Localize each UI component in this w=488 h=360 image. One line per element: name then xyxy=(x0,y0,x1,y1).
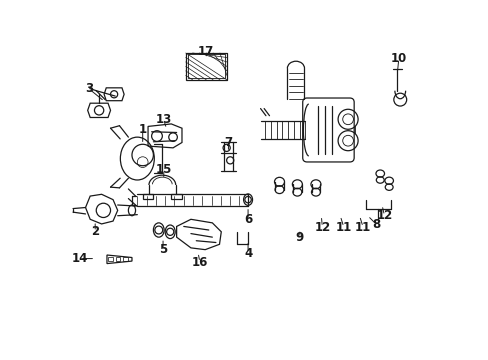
Text: 12: 12 xyxy=(376,209,392,222)
Text: 1: 1 xyxy=(138,123,146,136)
Text: 14: 14 xyxy=(72,252,88,265)
Text: 3: 3 xyxy=(85,82,93,95)
Text: 11: 11 xyxy=(335,221,351,234)
Text: 4: 4 xyxy=(244,247,252,260)
Bar xyxy=(115,257,120,261)
Text: 16: 16 xyxy=(191,256,207,269)
Text: 2: 2 xyxy=(91,225,99,238)
Bar xyxy=(108,257,112,261)
Text: 8: 8 xyxy=(372,218,380,231)
Text: 5: 5 xyxy=(159,243,167,256)
Bar xyxy=(187,54,224,78)
Text: 11: 11 xyxy=(354,221,370,234)
Text: 10: 10 xyxy=(390,52,406,65)
Text: 17: 17 xyxy=(198,45,214,58)
Bar xyxy=(123,257,127,261)
Bar xyxy=(185,53,226,80)
Text: 6: 6 xyxy=(244,213,252,226)
Text: 15: 15 xyxy=(155,163,172,176)
Text: 13: 13 xyxy=(155,113,172,126)
Text: 12: 12 xyxy=(314,221,330,234)
Text: 7: 7 xyxy=(224,136,232,149)
Text: 9: 9 xyxy=(295,231,304,244)
